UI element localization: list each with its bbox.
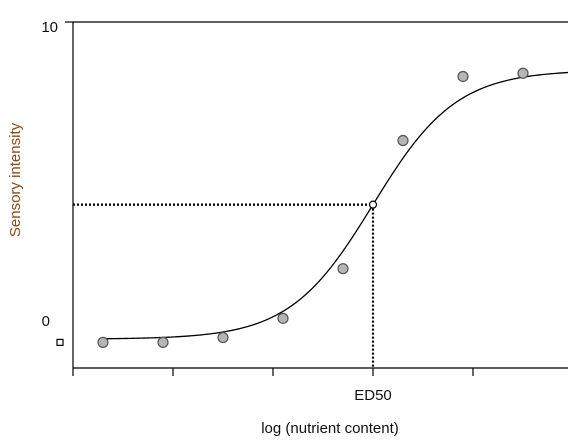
ed50-label: ED50 (354, 387, 392, 404)
ed50-point (368, 200, 378, 209)
data-point-1 (157, 336, 169, 348)
data-point-2 (217, 331, 229, 344)
y-tick-label-10: 10 (41, 19, 58, 36)
y-axis-label: Sensory intensity (7, 122, 24, 237)
y-tick-label-0: 0 (42, 313, 50, 330)
data-point-7 (517, 67, 529, 79)
data-point-3 (277, 312, 289, 324)
fitted-curve (102, 71, 568, 340)
x-axis-label: log (nutrient content) (261, 420, 399, 437)
data-point-6 (457, 70, 469, 83)
data-point-5 (397, 134, 409, 147)
plot-layer (56, 21, 568, 376)
data-point-0 (97, 336, 109, 348)
data-point-4 (337, 263, 349, 275)
y-tick-0-marker (56, 338, 64, 346)
